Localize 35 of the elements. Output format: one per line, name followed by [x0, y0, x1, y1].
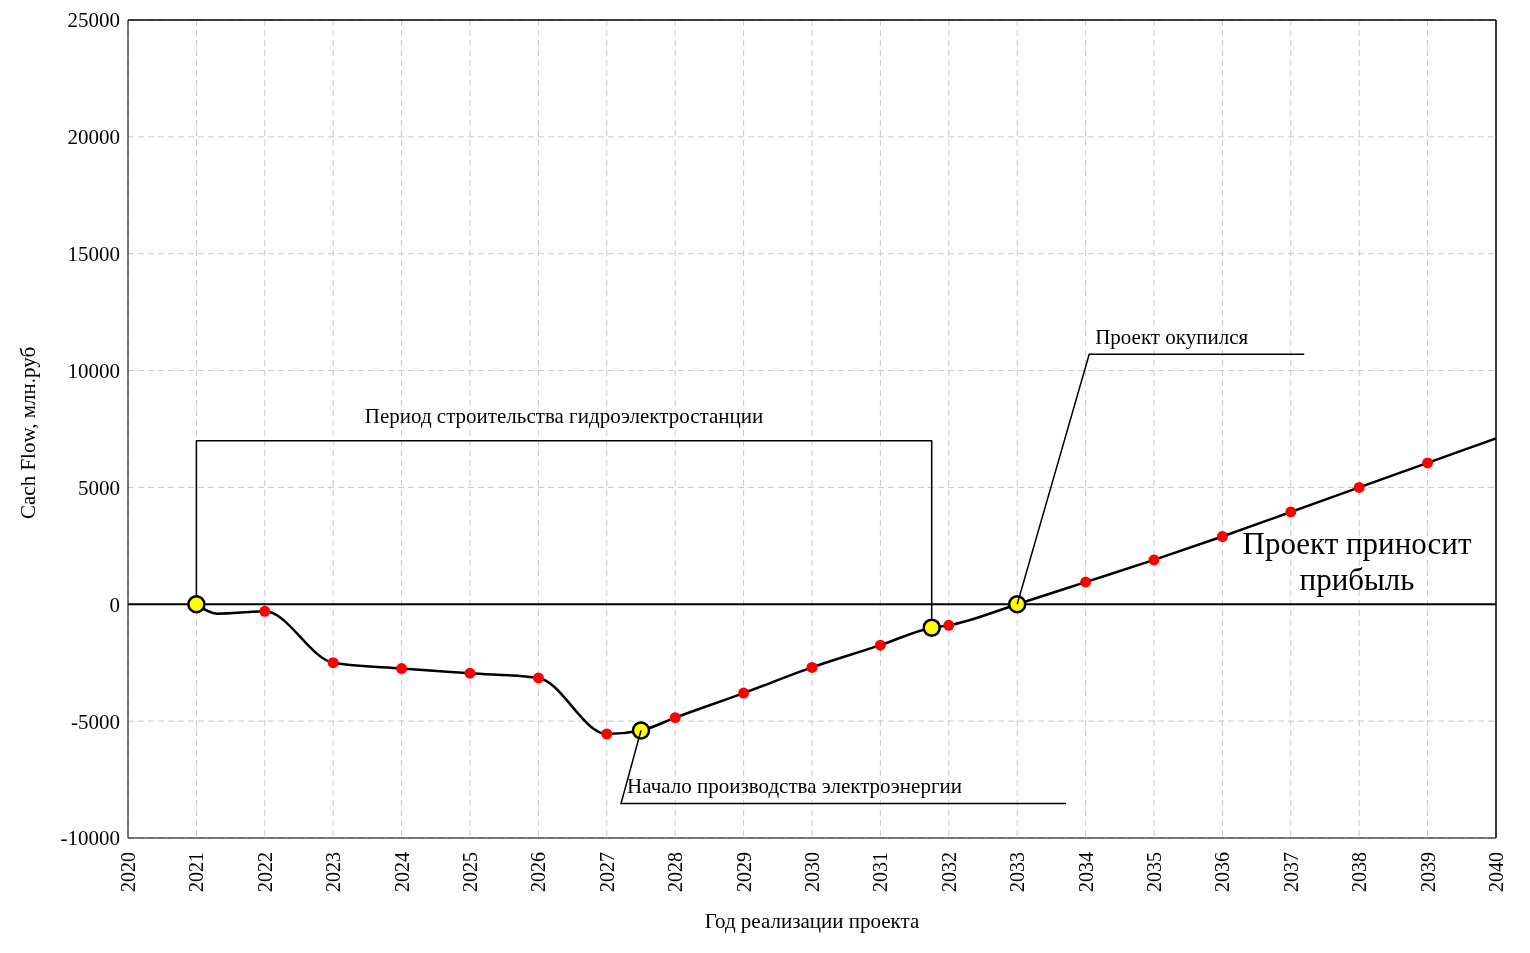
x-tick-label: 2025	[459, 852, 481, 892]
x-tick-label: 2032	[937, 852, 960, 892]
x-axis-title: Год реализации проекта	[704, 909, 920, 933]
x-tick-label: 2038	[1348, 852, 1371, 892]
x-tick-label: 2039	[1416, 852, 1439, 892]
x-tick-label: 2031	[869, 852, 892, 892]
x-tick-label: 2036	[1211, 852, 1234, 892]
x-tick-label: 2028	[664, 852, 687, 892]
x-tick-label: 2021	[185, 852, 208, 892]
x-tick-label: 2027	[595, 852, 618, 892]
y-tick-label: 10000	[67, 359, 120, 384]
y-tick-label: -5000	[71, 709, 120, 734]
annotation: Период строительства гидроэлектростанции	[364, 403, 764, 428]
x-tick-label: 2023	[322, 852, 345, 892]
x-tick-label: 2022	[253, 852, 276, 892]
y-tick-label: 25000	[67, 8, 120, 33]
y-tick-label: 15000	[67, 242, 120, 267]
y-tick-label: -10000	[60, 826, 120, 851]
x-tick-label: 2030	[801, 852, 823, 892]
y-axis-title: Cach Flow, млн.руб	[16, 346, 41, 519]
x-tick-label: 2040	[1485, 852, 1507, 892]
annotation: Проект окупился	[1095, 325, 1249, 350]
x-tick-label: 2029	[732, 852, 755, 892]
x-tick-label: 2026	[527, 852, 550, 892]
annotation: Начало производства электроэнергии	[627, 774, 962, 799]
x-tick-label: 2033	[1006, 852, 1029, 892]
x-tick-label: 2034	[1074, 852, 1097, 892]
x-tick-label: 2020	[117, 852, 139, 892]
y-tick-label: 0	[109, 592, 120, 617]
y-tick-label: 20000	[67, 125, 120, 150]
x-tick-label: 2024	[390, 852, 413, 892]
x-tick-label: 2037	[1279, 852, 1302, 892]
x-tick-label: 2035	[1143, 852, 1165, 892]
y-tick-label: 5000	[78, 475, 120, 500]
annotation: Проект приносит прибыль	[1241, 526, 1473, 599]
